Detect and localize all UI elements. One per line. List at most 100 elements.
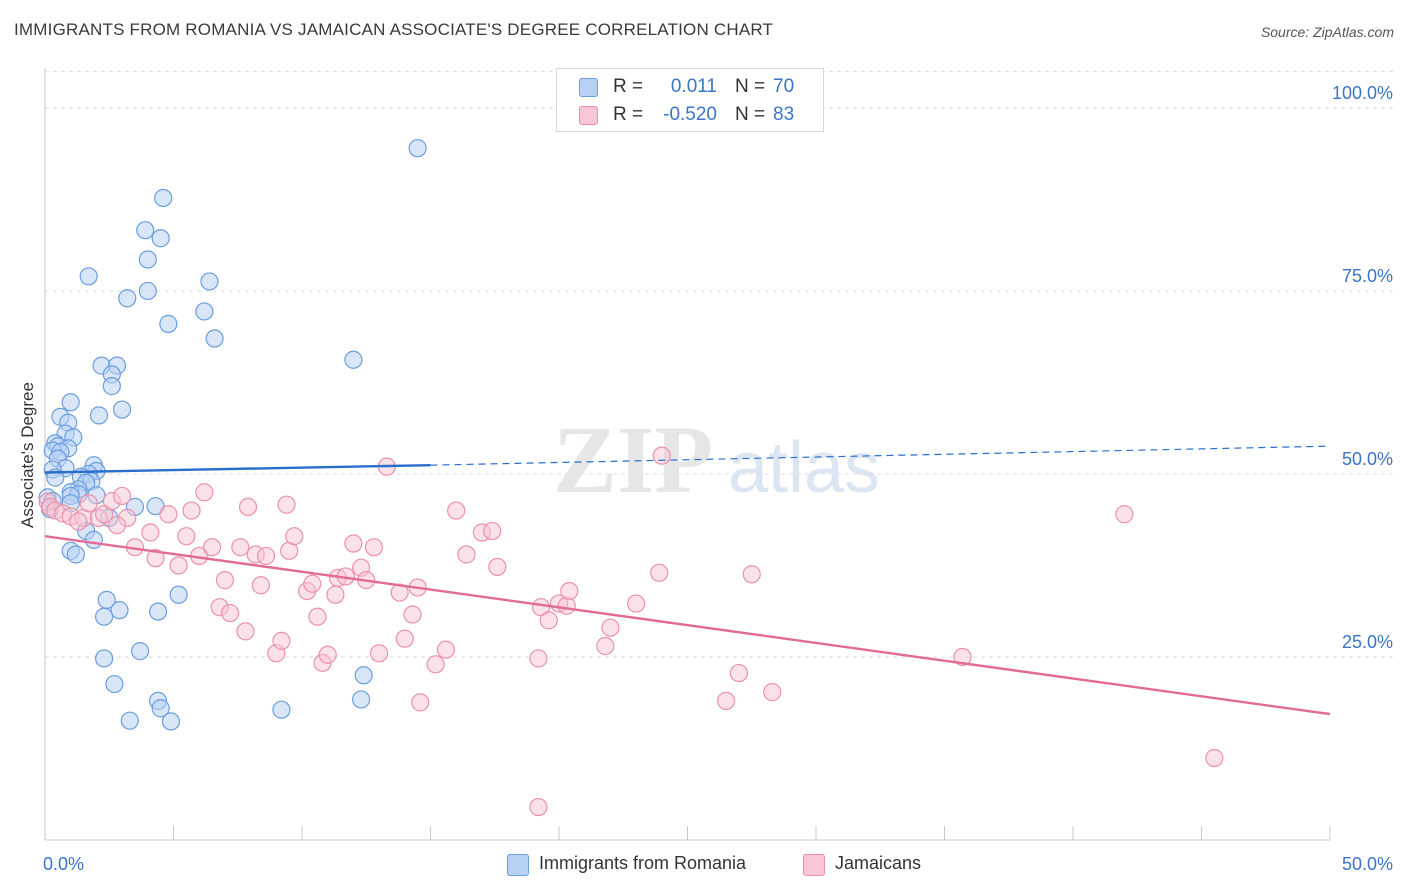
y-tick-label: 50.0%	[1342, 449, 1393, 469]
trend-lines	[44, 445, 1331, 716]
data-point-romania	[354, 666, 373, 685]
stats-legend: R = 0.011 N = 70 R = -0.520 N = 83	[556, 68, 824, 132]
data-point-jamaicans	[483, 521, 502, 541]
data-point-jamaicans	[436, 640, 456, 659]
data-point-jamaicans	[326, 585, 345, 604]
data-point-jamaicans	[596, 636, 615, 656]
data-point-romania	[408, 139, 427, 158]
data-point-jamaicans	[202, 538, 222, 557]
data-point-jamaicans	[426, 655, 445, 674]
data-point-romania	[151, 229, 170, 248]
x-tick-label-max: 50.0%	[1342, 854, 1393, 874]
y-tick-label: 75.0%	[1342, 266, 1393, 286]
data-point-jamaicans	[395, 629, 414, 648]
data-point-jamaicans	[1115, 505, 1134, 524]
data-point-jamaicans	[447, 501, 466, 520]
data-point-jamaicans	[650, 563, 669, 582]
data-point-jamaicans	[256, 546, 276, 566]
legend-n-label: N =	[735, 76, 766, 97]
data-point-romania	[195, 302, 214, 321]
series-jamaicans-points	[38, 446, 1224, 817]
data-point-jamaicans	[529, 797, 548, 817]
data-point-jamaicans	[159, 505, 178, 524]
data-point-jamaicans	[303, 574, 322, 593]
data-point-jamaicans	[344, 534, 363, 553]
data-point-jamaicans	[742, 565, 761, 584]
legend-n-value: 83	[773, 104, 795, 125]
data-point-romania	[161, 712, 181, 731]
data-point-jamaicans	[146, 549, 165, 568]
legend-r-label: R =	[613, 76, 644, 97]
grid-lines	[45, 70, 1395, 658]
data-point-romania	[120, 711, 139, 730]
legend-r-label: R =	[613, 104, 644, 125]
data-point-jamaicans	[411, 693, 430, 712]
data-point-romania	[110, 601, 129, 620]
data-point-romania	[102, 377, 121, 396]
data-point-jamaicans	[370, 644, 389, 663]
data-point-jamaicans	[69, 512, 88, 531]
legend-swatch-pink	[803, 854, 825, 876]
data-point-romania	[169, 585, 188, 604]
data-point-jamaicans	[238, 497, 258, 517]
trend-line-romania	[44, 463, 431, 474]
data-point-jamaicans	[457, 545, 476, 564]
legend-swatch-pink	[579, 106, 598, 125]
legend-row-jamaicans: R = -0.520 N = 83	[557, 101, 823, 129]
legend-swatch-blue	[507, 854, 529, 876]
legend-r-value: -0.520	[663, 104, 717, 125]
data-point-jamaicans	[141, 523, 160, 542]
chart-title: IMMIGRANTS FROM ROMANIA VS JAMAICAN ASSO…	[14, 20, 774, 39]
data-point-jamaicans	[112, 486, 132, 506]
data-point-romania	[344, 350, 363, 369]
data-point-romania	[154, 188, 173, 208]
data-point-romania	[148, 602, 168, 621]
data-point-jamaicans	[539, 611, 558, 630]
data-point-romania	[136, 221, 155, 240]
watermark-atlas: atlas	[728, 428, 880, 508]
data-point-jamaicans	[364, 538, 384, 557]
data-point-jamaicans	[236, 622, 255, 641]
data-point-jamaicans	[169, 556, 188, 575]
data-point-romania	[112, 400, 132, 419]
data-point-jamaicans	[953, 647, 972, 667]
y-tick-label: 25.0%	[1342, 632, 1393, 652]
data-point-romania	[151, 699, 170, 718]
data-point-jamaicans	[560, 581, 579, 601]
data-point-jamaicans	[251, 576, 270, 595]
data-point-romania	[66, 545, 85, 564]
data-point-jamaicans	[272, 631, 291, 650]
data-point-romania	[272, 700, 291, 719]
data-point-romania	[84, 530, 103, 549]
data-point-romania	[352, 690, 371, 709]
data-point-jamaicans	[626, 594, 646, 613]
data-point-jamaicans	[652, 446, 671, 465]
data-point-jamaicans	[729, 663, 749, 683]
data-point-romania	[61, 393, 80, 412]
data-point-romania	[130, 642, 150, 661]
data-point-jamaicans	[390, 583, 409, 602]
source-label: Source: ZipAtlas.com	[1260, 24, 1394, 40]
legend-n-value: 70	[773, 76, 795, 97]
legend-row-romania: R = 0.011 N = 70	[557, 73, 823, 101]
data-point-romania	[79, 267, 98, 286]
legend-label-jamaicans: Jamaicans	[835, 853, 922, 873]
legend-r-value: 0.011	[670, 76, 717, 97]
data-point-jamaicans	[182, 501, 201, 520]
y-axis-label: Associate's Degree	[18, 382, 37, 528]
tick-labels: 25.0% 50.0% 75.0% 100.0% 0.0% 50.0%	[43, 83, 1393, 874]
y-tick-label: 100.0%	[1332, 83, 1393, 103]
data-point-jamaicans	[601, 618, 620, 637]
data-point-jamaicans	[318, 645, 337, 664]
data-point-romania	[138, 281, 157, 301]
data-point-jamaicans	[1205, 748, 1224, 768]
data-point-jamaicans	[231, 538, 250, 557]
series-romania-points	[38, 139, 427, 731]
x-tick-label-min: 0.0%	[43, 854, 84, 874]
data-point-jamaicans	[177, 527, 196, 546]
data-point-jamaicans	[488, 557, 507, 577]
data-point-romania	[95, 607, 114, 626]
watermark: ZIP atlas	[553, 406, 880, 513]
data-point-jamaicans	[220, 603, 240, 623]
data-point-romania	[118, 289, 137, 308]
